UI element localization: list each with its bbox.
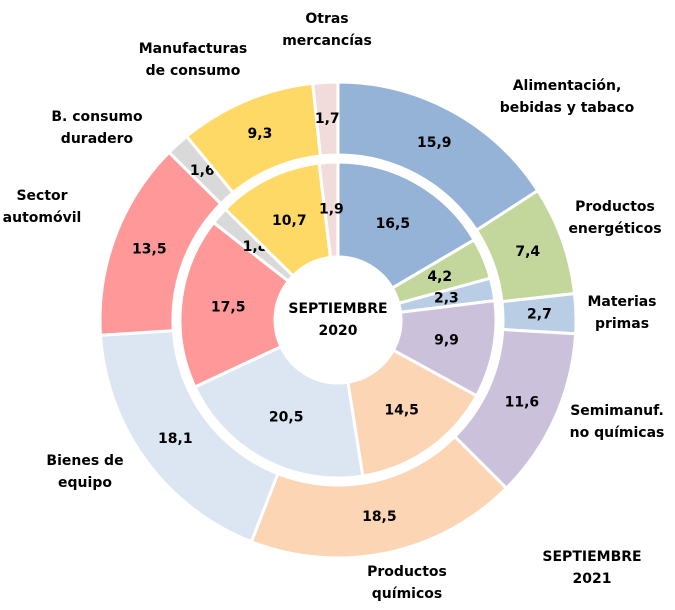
value-label: 13,5 xyxy=(132,241,167,257)
category-label: bebidas y tabaco xyxy=(500,100,635,116)
category-label: químicos xyxy=(372,586,442,602)
value-label: 9,9 xyxy=(434,333,459,349)
value-label: 1,7 xyxy=(315,111,340,127)
category-label: Materias xyxy=(587,294,656,310)
series-label: 2020 xyxy=(319,323,358,339)
value-label: 9,3 xyxy=(248,126,273,142)
category-label: de consumo xyxy=(146,63,241,79)
category-label: Productos xyxy=(367,564,447,580)
series-label: 2021 xyxy=(573,571,612,587)
category-label: no químicas xyxy=(570,425,665,441)
value-label: 2,3 xyxy=(434,291,459,307)
donut-segment xyxy=(178,220,291,389)
category-label: Productos xyxy=(575,199,655,215)
value-label: 18,5 xyxy=(362,509,397,525)
value-label: 17,5 xyxy=(211,300,246,316)
category-label: Manufacturas xyxy=(139,41,248,57)
category-label: Sector xyxy=(16,188,67,204)
category-label: equipo xyxy=(58,475,112,491)
category-label: Alimentación, xyxy=(513,78,622,94)
donut-segment xyxy=(336,160,477,291)
value-label: 1,6 xyxy=(190,163,215,179)
category-label: Semimanuf. xyxy=(570,403,664,419)
value-label: 16,5 xyxy=(376,216,411,232)
category-label: energéticos xyxy=(568,221,661,237)
value-label: 2,7 xyxy=(527,307,552,323)
donut-segment xyxy=(311,80,340,158)
value-label: 10,7 xyxy=(272,213,307,229)
value-label: 15,9 xyxy=(417,135,452,151)
value-label: 18,1 xyxy=(158,431,193,447)
donut-segment xyxy=(192,344,365,480)
value-label: 4,2 xyxy=(427,269,452,285)
category-label: B. consumo xyxy=(51,109,143,125)
category-label: automóvil xyxy=(3,210,82,226)
value-label: 14,5 xyxy=(384,402,419,418)
series-label: SEPTIEMBRE xyxy=(288,301,387,317)
value-label: 20,5 xyxy=(269,410,304,426)
category-label: Bienes de xyxy=(46,453,123,469)
series-label: SEPTIEMBRE xyxy=(542,549,641,565)
category-label: Otras xyxy=(305,11,348,27)
value-label: 11,6 xyxy=(505,394,540,410)
category-label: primas xyxy=(595,316,649,332)
value-label: 1,9 xyxy=(319,202,344,218)
donut-segment xyxy=(317,160,340,260)
category-label: duradero xyxy=(61,131,134,147)
value-label: 7,4 xyxy=(515,244,540,260)
category-label: mercancías xyxy=(282,33,372,49)
donut-segment xyxy=(346,348,479,478)
